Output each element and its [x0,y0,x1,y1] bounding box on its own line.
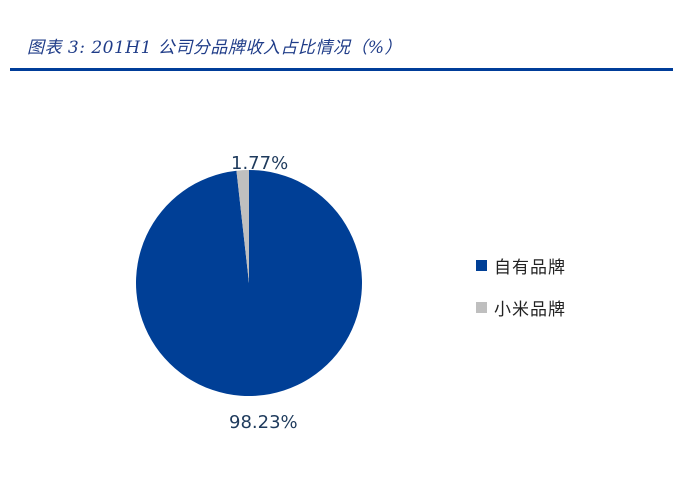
legend-swatch-xiaomi [476,301,487,313]
legend-item-own-brand[interactable]: 自有品牌 [476,244,566,286]
legend-item-xiaomi-brand[interactable]: 小米品牌 [476,286,566,328]
data-label-xiaomi: 1.77% [231,153,289,174]
legend: 自有品牌 小米品牌 [476,244,566,328]
data-label-own: 98.23% [229,412,298,433]
legend-swatch-own [476,259,487,271]
legend-label: 自有品牌 [494,257,566,278]
pie-slice-own-brand[interactable] [136,170,363,396]
chart-title: 图表 3: 201H1 公司分品牌收入占比情况（%） [27,38,402,58]
pie-slice-xiaomi-brand[interactable] [236,170,249,283]
title-divider [10,68,673,71]
legend-label: 小米品牌 [494,299,566,320]
